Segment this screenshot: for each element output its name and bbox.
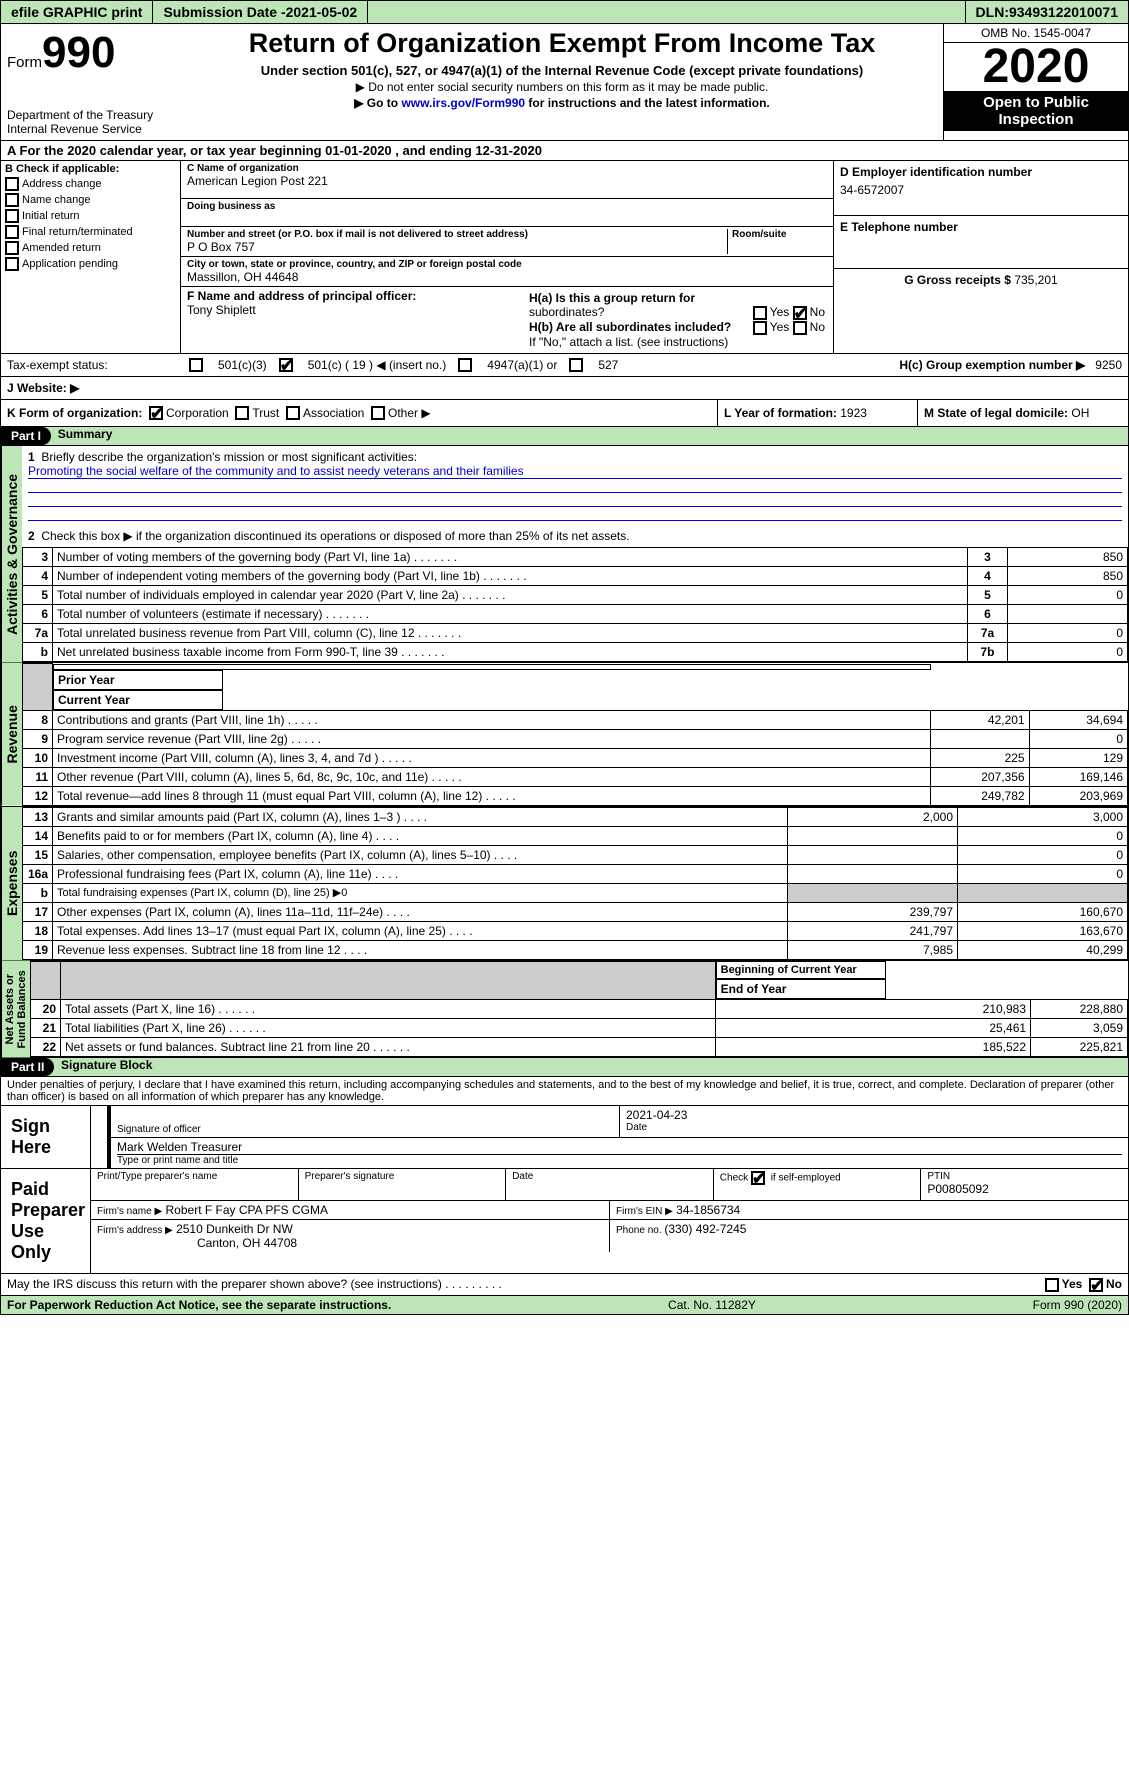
tab-netassets: Net Assets or Fund Balances	[1, 961, 30, 1058]
submission-date: Submission Date - 2021-05-02	[153, 1, 368, 23]
mission-text: Promoting the social welfare of the comm…	[28, 464, 1122, 479]
part1-header: Part I Summary	[0, 427, 1129, 446]
form-title: Return of Organization Exempt From Incom…	[185, 28, 939, 59]
perjury-declaration: Under penalties of perjury, I declare th…	[0, 1077, 1129, 1106]
firm-name: Robert F Fay CPA PFS CGMA	[166, 1203, 328, 1217]
dept-treasury: Department of the Treasury	[7, 108, 175, 122]
tax-year: 2020	[944, 43, 1128, 91]
revenue-section: Revenue Prior YearCurrent Year8Contribut…	[0, 663, 1129, 807]
irs-label: Internal Revenue Service	[7, 122, 175, 136]
tab-activities: Activities & Governance	[1, 446, 22, 662]
col-c-name-address: C Name of organizationAmerican Legion Po…	[181, 161, 833, 353]
tab-expenses: Expenses	[1, 807, 22, 960]
signature-block: Sign Here Signature of officer 2021-04-2…	[0, 1106, 1129, 1274]
form-header: Form990 Department of the Treasury Inter…	[0, 24, 1129, 141]
ein: 34-6572007	[840, 183, 904, 197]
website-row: J Website: ▶	[0, 377, 1129, 400]
part2-header: Part II Signature Block	[0, 1058, 1129, 1077]
entity-block: B Check if applicable: Address changeNam…	[0, 161, 1129, 354]
form-subtitle: Under section 501(c), 527, or 4947(a)(1)…	[185, 63, 939, 78]
open-public: Open to PublicInspection	[944, 91, 1128, 131]
street-address: P O Box 757	[187, 240, 727, 254]
ssn-notice: ▶ Do not enter social security numbers o…	[185, 80, 939, 94]
expenses-section: Expenses 13Grants and similar amounts pa…	[0, 807, 1129, 961]
city-state-zip: Massillon, OH 44648	[187, 270, 827, 284]
discuss-row: May the IRS discuss this return with the…	[0, 1274, 1129, 1296]
sign-here-label: Sign Here	[1, 1106, 91, 1168]
principal-officer: Tony Shiplett	[187, 303, 527, 317]
k-row: K Form of organization: Corporation Trus…	[0, 400, 1129, 428]
tax-period: A For the 2020 calendar year, or tax yea…	[0, 141, 1129, 161]
firm-phone: (330) 492-7245	[664, 1222, 746, 1236]
form-year-block: OMB No. 1545-0047 2020 Open to PublicIns…	[943, 24, 1128, 140]
col-d-ein: D Employer identification number34-65720…	[833, 161, 1128, 353]
tab-revenue: Revenue	[1, 663, 22, 806]
officer-name: Mark Welden Treasurer	[117, 1140, 1122, 1155]
page-footer: For Paperwork Reduction Act Notice, see …	[0, 1296, 1129, 1315]
form-id-block: Form990 Department of the Treasury Inter…	[1, 24, 181, 140]
dln: DLN: 93493122010071	[966, 1, 1128, 23]
net-assets-section: Net Assets or Fund Balances Beginning of…	[0, 961, 1129, 1059]
top-toolbar: efile GRAPHIC print Submission Date - 20…	[0, 0, 1129, 24]
form-title-block: Return of Organization Exempt From Incom…	[181, 24, 943, 140]
col-b-checkboxes: B Check if applicable: Address changeNam…	[1, 161, 181, 353]
firm-ein: 34-1856734	[676, 1203, 740, 1217]
goto-link[interactable]: ▶ Go to www.irs.gov/Form990 for instruct…	[185, 96, 939, 110]
activities-governance: Activities & Governance 1 Briefly descri…	[0, 446, 1129, 663]
gross-receipts: 735,201	[1014, 273, 1057, 287]
tax-exempt-row: Tax-exempt status: 501(c)(3) 501(c) ( 19…	[0, 354, 1129, 377]
org-name: American Legion Post 221	[187, 174, 827, 188]
ptin: P00805092	[927, 1182, 1122, 1196]
efile-label: efile GRAPHIC print	[1, 1, 153, 23]
toolbar-spacer	[368, 1, 965, 23]
paid-preparer-label: Paid Preparer Use Only	[1, 1169, 91, 1273]
